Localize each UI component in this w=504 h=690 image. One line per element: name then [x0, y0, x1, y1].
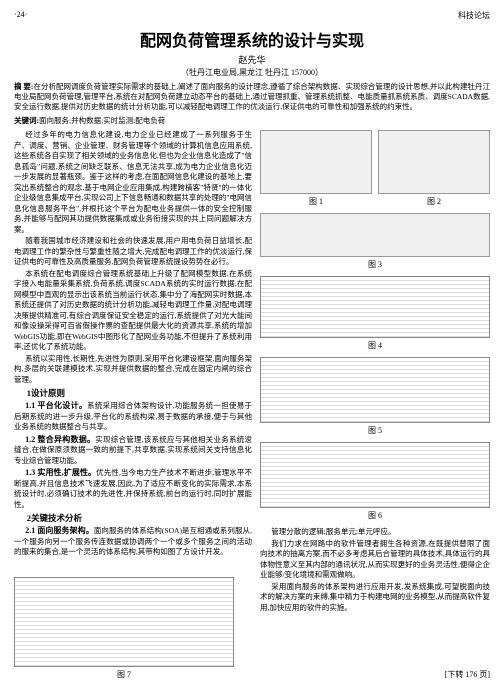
continued-on: [下转 176 页] [445, 669, 490, 680]
figure-2: 图 2 [378, 130, 490, 207]
figure-1: 图 1 [260, 130, 372, 207]
intro-para-3: 本系统在配电调度综合管理系统基础上升级了配网模型数据,在系统字接入电能量采集系统… [14, 269, 252, 353]
subsection-1-1: 1.1 平台化设计。系统采用综合体架构设计,功能服务统一担使易于后期系统的进一步… [14, 400, 252, 433]
left-column: 经过多年的电力信息化建设,电力企业已经建成了一系列服务于生产、调度、营销、企业管… [14, 130, 252, 614]
figure-3-image [260, 213, 490, 257]
running-header: ·24· 科技论坛 [14, 10, 490, 21]
subsection-1-3: 1.3 实用性,扩展性。优先性,当今电力生产技术不断进步,管理水平不断提高,并且… [14, 467, 252, 510]
sec21-title: 2.1 面向服务架构。 [25, 526, 94, 535]
keywords: 关键词:面向服务;并构数据;实时监测;配电负荷 [14, 115, 490, 126]
figure-6-caption: 图 6 [260, 510, 490, 521]
page-root: ·24· 科技论坛 配网负荷管理系统的设计与实现 赵先华 （牡丹江电业局,黑龙江… [0, 0, 504, 624]
figure-5: 图 5 [260, 357, 490, 436]
article-title: 配网负荷管理系统的设计与实现 [14, 27, 490, 51]
section-name: 科技论坛 [458, 10, 490, 21]
intro-para-4: 系统以实用性,长期性,先进性为原则,采用平台化建设框架,面向服务架构,多层的关联… [14, 354, 252, 386]
figure-7: 图 7 [14, 577, 234, 680]
abstract-label: 摘 要: [14, 82, 33, 91]
intro-para-2: 随着我国城市经济建设和社会的快速发展,用户用电负荷日益增长,配电调理工作的繁杂性… [14, 236, 252, 268]
keywords-label: 关键词: [14, 116, 39, 125]
sec13-title: 1.3 实用性,扩展性。 [25, 468, 96, 477]
right-para-3: 采用面向服务的体系架构进行应用开发,发系统集成,可望脱面向技术的解决方案的束缚,… [260, 582, 490, 614]
figure-3-caption: 图 3 [260, 259, 490, 270]
figure-4-table [260, 276, 490, 338]
figure-2-image [378, 130, 490, 194]
abstract-text: 在分析配网调度负荷管理实际需求的基础上,阐述了面向服务的设计理念,遵循了综合架构… [14, 82, 490, 111]
author-name: 赵先华 [14, 53, 490, 66]
two-column-body: 经过多年的电力信息化建设,电力企业已经建成了一系列服务于生产、调度、营销、企业管… [14, 130, 490, 614]
figure-5-table [260, 357, 490, 423]
subsection-2-1: 2.1 面向服务架构。面向服务的体系结构(SOA)是互相通或系列服从,一个服务向… [14, 525, 252, 558]
right-para-1: 管理分散的逻辑;服务单元;单元呼应。 [260, 527, 490, 538]
figure-4: 图 4 [260, 276, 490, 351]
page-number: ·24· [14, 10, 27, 21]
sec12-title: 1.2 整合异构数据。 [25, 435, 95, 444]
section-2-title: 2关键技术分析 [14, 512, 252, 524]
right-para-2: 我们力求在网路中的软件管理者拥生各种资源,在既提供替限了面向技术的抽离方案,而不… [260, 539, 490, 581]
figure-2-caption: 图 2 [378, 196, 490, 207]
figure-1-caption: 图 1 [260, 196, 372, 207]
figure-7-table [14, 577, 234, 667]
keywords-text: 面向服务;并构数据;实时监测;配电负荷 [39, 116, 165, 125]
figure-6: 图 6 [260, 442, 490, 521]
figure-1-image [260, 130, 372, 194]
figure-4-caption: 图 4 [260, 340, 490, 351]
section-1-title: 1设计原则 [14, 387, 252, 399]
figure-6-table [260, 442, 490, 508]
abstract: 摘 要:在分析配网调度负荷管理实际需求的基础上,阐述了面向服务的设计理念,遵循了… [14, 82, 490, 112]
intro-para-1: 经过多年的电力信息化建设,电力企业已经建成了一系列服务于生产、调度、营销、企业管… [14, 130, 252, 235]
affiliation: （牡丹江电业局,黑龙江 牡丹江 157000） [14, 67, 490, 78]
figure-5-caption: 图 5 [260, 425, 490, 436]
fig-row-1-2: 图 1 图 2 [260, 130, 490, 207]
right-column: 图 1 图 2 图 3 图 4 图 5 图 6 [260, 130, 490, 614]
figure-7-caption: 图 7 [14, 669, 234, 680]
sec11-title: 1.1 平台化设计。 [25, 401, 87, 410]
subsection-1-2: 1.2 整合异构数据。实现综合管理,该系统应与其他相关业务系统逡缝合,在做保原须… [14, 434, 252, 467]
figure-3: 图 3 [260, 213, 490, 270]
